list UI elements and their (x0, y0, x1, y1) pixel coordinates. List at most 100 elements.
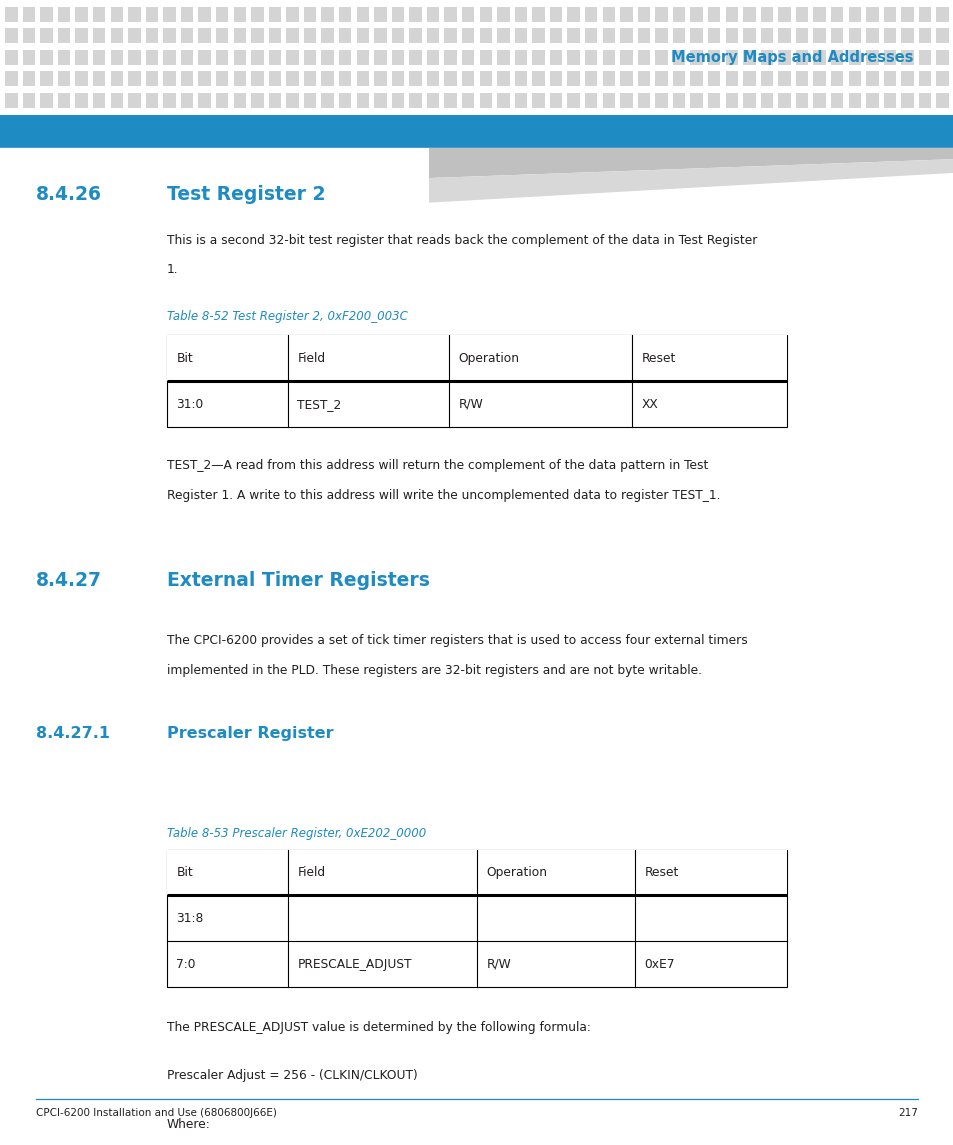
Bar (918, 93, 930, 108)
Bar (707, 7, 720, 22)
Text: Register 1. A write to this address will write the uncomplemented data to regist: Register 1. A write to this address will… (167, 489, 720, 502)
Bar (409, 93, 421, 108)
Bar (58, 93, 71, 108)
Bar (865, 29, 878, 44)
Bar (128, 49, 140, 64)
Text: Bit: Bit (176, 352, 193, 365)
Bar (163, 29, 175, 44)
Bar (321, 49, 334, 64)
Text: 31:0: 31:0 (176, 397, 204, 411)
Bar (233, 93, 246, 108)
Bar (75, 71, 88, 86)
Bar (233, 71, 246, 86)
Bar (655, 71, 667, 86)
Bar (901, 71, 913, 86)
Text: Bit: Bit (176, 866, 193, 879)
Bar (637, 71, 649, 86)
Text: Operation: Operation (486, 866, 547, 879)
Bar (75, 29, 88, 44)
Bar (619, 71, 632, 86)
Bar (725, 49, 738, 64)
Bar (847, 71, 860, 86)
Bar (936, 71, 948, 86)
Bar (426, 93, 438, 108)
Text: R/W: R/W (486, 957, 511, 971)
Bar (461, 7, 474, 22)
Bar (725, 7, 738, 22)
Bar (321, 29, 334, 44)
Bar (409, 49, 421, 64)
Bar (847, 7, 860, 22)
Bar (830, 71, 842, 86)
Bar (215, 93, 228, 108)
Polygon shape (0, 148, 429, 216)
Bar (111, 7, 123, 22)
Bar (742, 49, 755, 64)
Bar (198, 29, 211, 44)
Bar (233, 29, 246, 44)
Bar (93, 49, 106, 64)
Bar (111, 49, 123, 64)
Bar (655, 7, 667, 22)
Text: CPCI-6200 Installation and Use (6806800J66E): CPCI-6200 Installation and Use (6806800J… (36, 1108, 276, 1119)
Bar (549, 71, 561, 86)
Bar (0, 114, 953, 148)
Bar (251, 93, 263, 108)
Text: 8.4.27.1: 8.4.27.1 (36, 726, 111, 741)
Text: External Timer Registers: External Timer Registers (167, 571, 430, 591)
Bar (865, 49, 878, 64)
Bar (655, 93, 667, 108)
Bar (146, 49, 158, 64)
Bar (163, 7, 175, 22)
Text: 0xE7: 0xE7 (644, 957, 675, 971)
Bar (40, 29, 52, 44)
Text: Operation: Operation (458, 352, 519, 365)
Bar (901, 7, 913, 22)
Bar (338, 93, 351, 108)
Bar (444, 71, 456, 86)
Bar (742, 29, 755, 44)
Bar (637, 93, 649, 108)
Bar (918, 71, 930, 86)
Bar (215, 7, 228, 22)
Text: Reset: Reset (640, 352, 676, 365)
Bar (567, 29, 579, 44)
Bar (936, 49, 948, 64)
Bar (795, 71, 807, 86)
Bar (672, 93, 684, 108)
Text: Table 8-52 Test Register 2, 0xF200_003C: Table 8-52 Test Register 2, 0xF200_003C (167, 310, 407, 323)
Bar (198, 93, 211, 108)
Bar (707, 71, 720, 86)
Bar (426, 49, 438, 64)
Bar (461, 93, 474, 108)
Bar (619, 93, 632, 108)
Bar (269, 29, 281, 44)
Bar (181, 93, 193, 108)
Bar (167, 850, 786, 895)
Bar (286, 71, 298, 86)
Bar (444, 7, 456, 22)
Bar (5, 71, 17, 86)
Bar (847, 29, 860, 44)
Text: 7:0: 7:0 (176, 957, 195, 971)
Bar (233, 7, 246, 22)
Bar (215, 71, 228, 86)
Bar (707, 49, 720, 64)
Bar (128, 93, 140, 108)
Bar (742, 93, 755, 108)
Bar (760, 29, 772, 44)
Bar (584, 29, 597, 44)
Bar (23, 7, 35, 22)
Bar (338, 49, 351, 64)
Bar (918, 7, 930, 22)
Bar (426, 71, 438, 86)
Polygon shape (0, 159, 953, 214)
Bar (128, 71, 140, 86)
Bar (479, 29, 492, 44)
Text: Table 8-53 Prescaler Register, 0xE202_0000: Table 8-53 Prescaler Register, 0xE202_00… (167, 827, 426, 839)
Bar (672, 7, 684, 22)
Bar (742, 71, 755, 86)
Bar (111, 93, 123, 108)
Bar (304, 49, 316, 64)
Bar (286, 29, 298, 44)
